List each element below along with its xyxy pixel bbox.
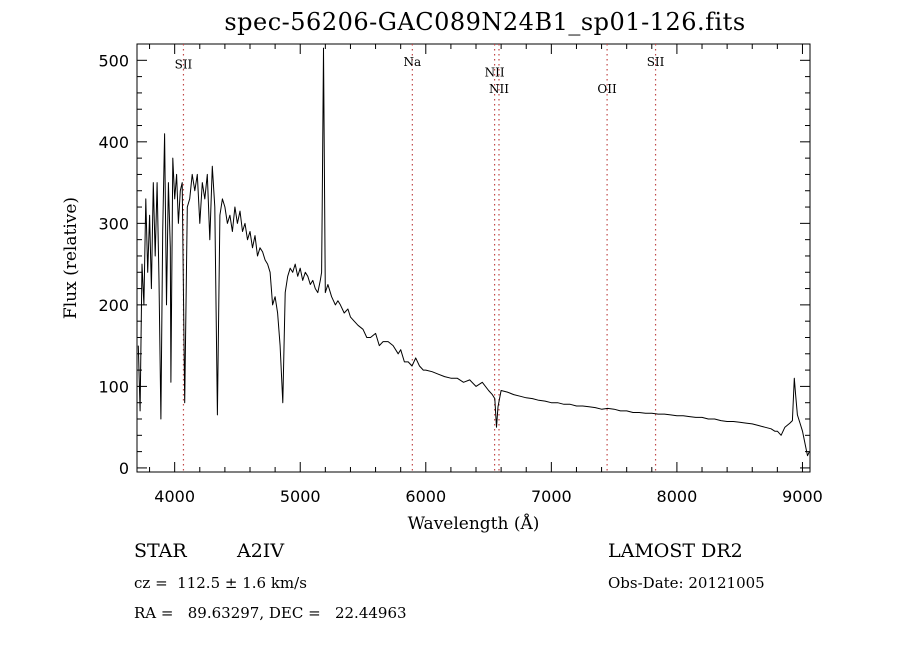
plot-frame: [136, 43, 811, 473]
y-tick-label: 200: [98, 296, 129, 315]
y-tick-label: 500: [98, 51, 129, 70]
line-label: Na: [404, 55, 422, 69]
spectral-class: A2IV: [237, 540, 285, 562]
spectrum-line: [137, 47, 810, 457]
line-label: SII: [175, 57, 193, 71]
object-type: STAR: [134, 540, 187, 562]
x-tick-label: 7000: [531, 487, 572, 506]
y-tick-label: 100: [98, 377, 129, 396]
line-label: SII: [647, 55, 665, 69]
obs-date: Obs-Date: 20121005: [608, 574, 765, 592]
line-label: NII: [489, 82, 509, 96]
x-tick-label: 8000: [657, 487, 698, 506]
y-tick-label: 400: [98, 133, 129, 152]
coordinates: RA = 89.63297, DEC = 22.44963: [134, 604, 407, 622]
line-label: OII: [597, 82, 617, 96]
y-axis-label: Flux (relative): [61, 197, 81, 319]
x-tick-label: 5000: [280, 487, 321, 506]
x-tick-label: 9000: [782, 487, 823, 506]
survey-name: LAMOST DR2: [608, 540, 743, 562]
y-tick-label: 0: [119, 459, 129, 478]
x-tick-label: 4000: [154, 487, 195, 506]
y-tick-label: 300: [98, 214, 129, 233]
redshift-value: cz = 112.5 ± 1.6 km/s: [134, 574, 307, 592]
x-axis-label: Wavelength (Å): [408, 513, 540, 534]
line-label: NII: [485, 66, 505, 80]
x-tick-label: 6000: [405, 487, 446, 506]
chart-title: spec-56206-GAC089N24B1_sp01-126.fits: [224, 8, 746, 36]
